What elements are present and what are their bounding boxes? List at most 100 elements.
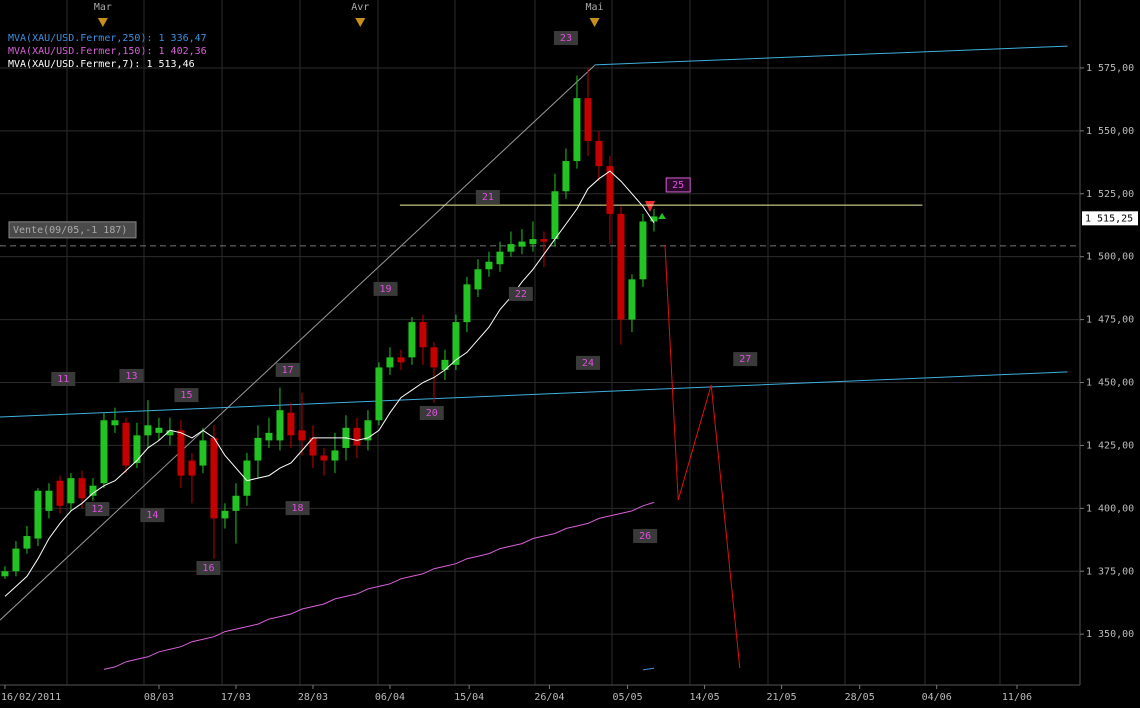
candle-body [584,98,592,141]
trend-line [0,65,595,621]
candle-body [298,430,306,441]
y-tick-label: 1 550,00 [1086,126,1134,137]
y-tick-label: 1 475,00 [1086,315,1134,326]
x-tick-label: 28/05 [845,692,875,703]
wave-label: 16 [202,563,214,574]
candle-body [177,430,185,476]
wave-label-box [508,286,533,301]
candle-body [45,490,53,511]
wave-label-box [575,355,600,370]
x-tick-label: 26/04 [534,692,564,703]
candle-body [199,440,207,466]
wave-label-box [85,502,110,517]
wave-label: 11 [57,374,69,385]
wave-label: 12 [91,504,103,515]
month-label: Avr [351,2,369,13]
candle-body [221,510,229,519]
candle-body [540,239,548,242]
x-tick-label: 28/03 [298,692,328,703]
wave-label: 21 [482,192,494,203]
candle-body [331,450,339,461]
wave-label-box [196,560,221,575]
candle-body [496,251,504,265]
candle-body [34,490,42,539]
x-tick-label: 14/05 [690,692,720,703]
candle-body [276,410,284,441]
month-marker [355,18,366,27]
candle-body [1,571,9,577]
wave-label-box [733,352,758,367]
price-tag-label: 1 515,25 [1085,213,1133,224]
candle-body [243,460,251,496]
candle-body [287,412,295,436]
wave-label: 24 [582,358,594,369]
month-label: Mar [94,2,112,13]
candle-body [628,279,636,320]
candle-body [617,213,625,320]
wave-label: 18 [292,503,304,514]
candle-body [210,437,218,519]
y-tick-label: 1 350,00 [1086,629,1134,640]
x-tick-label: 08/03 [144,692,174,703]
trend-line [0,371,1068,418]
wave-label-box [140,508,165,523]
month-marker [589,18,600,27]
wave-label-box [419,405,444,420]
wave-label-box [174,388,199,403]
x-tick-label: 11/06 [1002,692,1032,703]
legend-entry: MVA(XAU/USD.Fermer,250): 1 336,47 [8,33,207,44]
candle-body [364,420,372,441]
y-tick-label: 1 425,00 [1086,440,1134,451]
y-tick-label: 1 400,00 [1086,503,1134,514]
y-tick-label: 1 575,00 [1086,63,1134,74]
candle-body [551,191,559,240]
wave-label-box [633,529,658,544]
x-tick-label: 05/05 [613,692,643,703]
candle-body [408,322,416,358]
candle-body [100,420,108,484]
sell-arrow [645,201,655,212]
candle-body [89,485,97,496]
candle-body [23,536,31,549]
x-tick-label: 04/06 [922,692,952,703]
candle-body [155,427,163,433]
wave-label: 26 [639,531,651,542]
candle-body [474,269,482,290]
legend-entry: MVA(XAU/USD.Fermer,7): 1 513,46 [8,59,195,70]
candle-body [639,221,647,280]
candle-body [386,357,394,368]
x-tick-label: 16/02/2011 [1,692,61,703]
candle-body [518,241,526,247]
candle-body [419,322,427,348]
candle-body [595,140,603,167]
ma-line [4,170,655,597]
wave-label: 17 [282,365,294,376]
candle-body [67,478,75,504]
wave-label: 22 [515,289,527,300]
candle-body [573,98,581,162]
order-label: Vente(09/05,-1 187) [13,225,127,236]
candle-body [650,216,658,222]
wave-label-box [665,177,691,193]
candle-body [133,435,141,464]
wave-label-box [475,190,500,205]
y-tick-label: 1 450,00 [1086,378,1134,389]
ma-line [642,667,655,671]
wave-label-box [275,362,300,377]
candle-body [463,284,471,323]
candle-body [309,437,317,456]
trend-line [594,45,1068,66]
wave-label: 25 [672,180,684,191]
candle-body [254,437,262,461]
candle-body [441,359,449,370]
wave-label-box [553,30,578,45]
wave-label: 15 [180,390,192,401]
legend-entry: MVA(XAU/USD.Fermer,150): 1 402,36 [8,46,207,57]
price-tag [1082,211,1138,226]
trend-line [664,245,741,669]
candle-body [529,239,537,245]
candle-body [606,166,614,214]
